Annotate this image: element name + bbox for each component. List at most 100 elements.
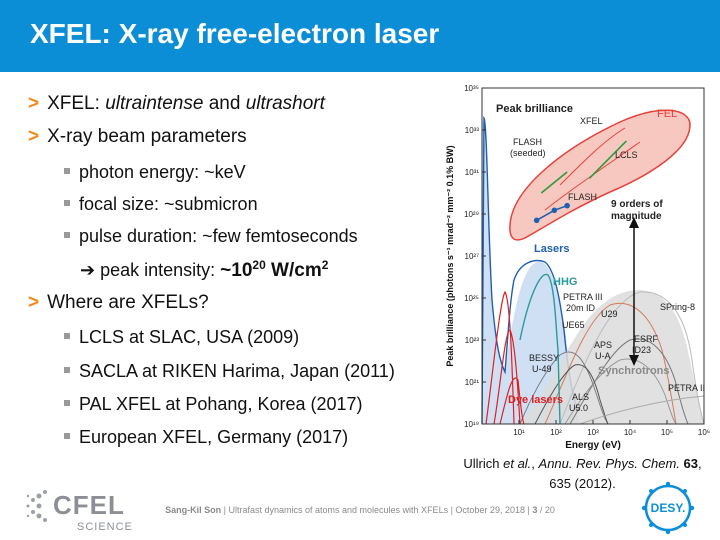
bullet-where-text: Where are XFELs? (47, 292, 209, 313)
sub-bullet-duration-text: pulse duration: ~few femtoseconds (79, 226, 358, 246)
bullet-marker: > (28, 93, 40, 114)
peak-brilliance-chart: 10¹⁹ 10²¹ 10²³ 10²⁵ 10²⁷ 10²⁹ 10³¹ 10³³ 10³⁵ 10¹… (445, 84, 710, 451)
footer-author: Sang-Kil Son (165, 505, 222, 515)
footer-sep: | (221, 505, 229, 515)
sub-bullet-euxfel-text: European XFEL, Germany (2017) (79, 427, 349, 447)
bullet-xfel-em2: ultrashort (245, 93, 325, 114)
y-tick-label: 10²¹ (465, 378, 480, 387)
flash-data-point (533, 217, 540, 224)
citation-volume: 63 (683, 456, 698, 471)
cfel-wordmark: CFEL (53, 490, 125, 520)
bullet-marker: > (28, 126, 40, 147)
sub-bullet-sacla: SACLA at RIKEN Harima, Japan (2011) (64, 361, 395, 382)
xfel-line (559, 127, 626, 186)
chart-title: Peak brilliance (496, 103, 573, 115)
square-bullet-icon (64, 200, 70, 207)
als-label-2: U5.0 (569, 403, 588, 413)
sub-bullet-energy: photon energy: ~keV (64, 162, 246, 183)
x-tick-label: 10⁵ (661, 428, 673, 437)
hhg-curve (519, 273, 561, 425)
citation-pages-year: 635 (2012). (549, 476, 616, 491)
xfel-label: XFEL (580, 116, 603, 126)
x-tick-label: 10³ (587, 428, 599, 437)
spring8-label: SPring-8 (660, 302, 695, 312)
sub-bullet-pal: PAL XFEL at Pohang, Korea (2017) (64, 394, 363, 415)
dye-lasers-curve (485, 290, 525, 425)
sub-bullet-focal: focal size: ~submicron (64, 194, 258, 215)
x-tick-label: 10² (550, 428, 562, 437)
citation-journal: Annu. Rev. Phys. Chem. (538, 456, 680, 471)
intensity-unit: W/cm (265, 260, 322, 281)
arrow-up-icon (629, 217, 639, 228)
desy-logo: DESY. (641, 481, 695, 535)
bessy-curve (519, 351, 609, 425)
lasers-region (482, 119, 580, 424)
sub-bullet-lcls: LCLS at SLAC, USA (2009) (64, 327, 299, 348)
esrf-label-2: ID23 (632, 345, 651, 355)
footer-sep: | (524, 505, 533, 515)
petra2-label: PETRA II (668, 383, 705, 393)
u29-label: U29 (601, 309, 618, 319)
desy-dots-icon (641, 481, 695, 535)
x-axis-label: Energy (eV) (565, 440, 621, 451)
sub-bullet-euxfel: European XFEL, Germany (2017) (64, 427, 348, 448)
fel-inner-line (544, 141, 641, 211)
series-line-lcls (588, 140, 627, 179)
footer-date: October 29, 2018 (455, 505, 525, 515)
flash-data-point (564, 202, 570, 209)
y-tick-label: 10²⁹ (464, 210, 479, 219)
footer-total: / 20 (537, 505, 555, 515)
square-bullet-icon (64, 400, 70, 407)
flash-label: FLASH (568, 192, 597, 202)
intensity-exponent: 20 (252, 258, 266, 272)
square-bullet-icon (64, 168, 70, 175)
y-tick-label: 10³³ (465, 126, 480, 135)
flash-seeded-label-2: (seeded) (510, 148, 546, 158)
petra3-label-1: PETRA III (563, 292, 603, 302)
chart-regions (481, 109, 705, 425)
sub-bullet-duration: pulse duration: ~few femtoseconds (64, 226, 358, 247)
als-label-1: ALS (572, 392, 589, 402)
x-ticks: 10¹ 10² 10³ 10⁴ 10⁵ 10⁶ (513, 420, 710, 437)
citation: Ullrich et al., Annu. Rev. Phys. Chem. 6… (463, 456, 702, 491)
bullet-marker: > (28, 292, 40, 313)
footer-sep: | (448, 505, 456, 515)
chart-series (533, 140, 627, 224)
bullet-xfel: > XFEL: ultraintense and ultrashort (28, 93, 325, 115)
title-bar: XFEL: X-ray free-electron laser (0, 0, 720, 72)
arrow-down-icon (629, 355, 639, 366)
sub-bullet-energy-text: photon energy: ~keV (79, 162, 246, 182)
synchrotron-region (520, 290, 704, 424)
cfel-dots-icon (26, 490, 47, 522)
x-tick-label: 10⁴ (624, 428, 637, 437)
arrow-right-icon: ➔ (80, 260, 96, 280)
hhg-label: HHG (553, 276, 577, 288)
sub-bullet-lcls-text: LCLS at SLAC, USA (2009) (79, 327, 300, 347)
als-curve (534, 364, 609, 425)
cfel-science-logo: CFEL SCIENCE (26, 490, 132, 533)
fel-region (509, 109, 691, 241)
fel-label: FEL (657, 108, 677, 120)
ue65-label: UE65 (562, 320, 585, 330)
y-axis-label: Peak brilliance (photons s⁻¹ mrad⁻² mm⁻²… (445, 145, 455, 366)
y-tick-label: 10¹⁹ (464, 420, 479, 429)
series-line-flash-seeded- (540, 171, 568, 194)
intensity-unit-exponent: 2 (321, 258, 329, 272)
square-bullet-icon (64, 433, 70, 440)
bullet-xfel-mid: and (203, 93, 246, 114)
flash-data-point (551, 207, 558, 214)
bessy-label-2: U-49 (532, 364, 552, 374)
aps-label-1: APS (594, 340, 612, 350)
orders-label-1: 9 orders of (611, 199, 663, 210)
square-bullet-icon (64, 333, 70, 340)
lasers-label: Lasers (534, 243, 569, 255)
footer-page: 3 (532, 505, 538, 515)
y-tick-label: 10³⁵ (464, 84, 479, 93)
aps-label-2: U-A (595, 351, 611, 361)
spring8-curve (559, 291, 705, 425)
y-tick-label: 10²⁵ (464, 294, 479, 303)
square-bullet-icon (64, 367, 70, 374)
bullet-where: > Where are XFELs? (28, 292, 209, 314)
square-bullet-icon (64, 232, 70, 239)
sub-bullet-pal-text: PAL XFEL at Pohang, Korea (2017) (79, 394, 363, 414)
